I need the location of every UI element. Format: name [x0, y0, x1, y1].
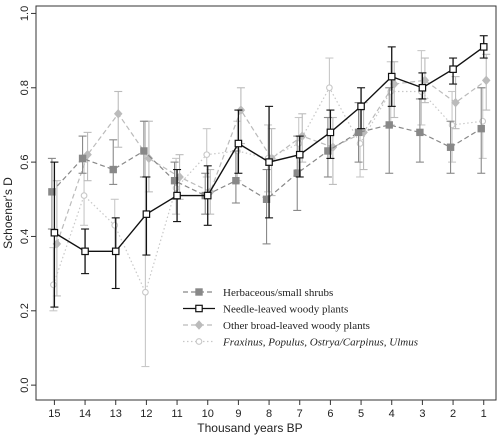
- x-tick-label: 9: [235, 408, 241, 420]
- x-tick-label: 7: [297, 408, 303, 420]
- series-line: [56, 79, 487, 245]
- data-point: [481, 75, 491, 86]
- legend-marker: [195, 304, 203, 313]
- data-point: [113, 109, 123, 119]
- plot-frame: [35, 5, 497, 401]
- data-point: [80, 192, 88, 199]
- series-0: [47, 87, 486, 245]
- data-point: [265, 158, 273, 166]
- x-tick-label: 11: [171, 408, 182, 420]
- x-tick-label: 3: [419, 408, 425, 420]
- x-tick-label: 8: [266, 408, 272, 420]
- data-point: [140, 147, 148, 155]
- data-point: [50, 281, 57, 289]
- data-point: [479, 43, 488, 51]
- x-tick-label: 15: [48, 408, 60, 420]
- data-point: [109, 165, 117, 174]
- legend-label: Fraxinus, Populus, Ostrya/Carpinus, Ulmu…: [222, 337, 418, 349]
- data-point: [416, 128, 424, 137]
- data-point: [48, 188, 56, 196]
- legend-item-0: Herbaceous/small shrubs: [183, 287, 333, 299]
- data-point: [324, 147, 332, 155]
- legend-label-part: Ostrya/Carpinus,: [307, 337, 387, 349]
- data-point: [232, 176, 240, 185]
- x-tick-label: 1: [481, 408, 487, 420]
- legend-item-1: Needle-leaved woody plants: [183, 304, 348, 316]
- data-point: [144, 153, 154, 164]
- y-tick-label: 0.2: [19, 303, 31, 318]
- legend-item-3: Fraxinus, Populus, Ostrya/Carpinus, Ulmu…: [183, 337, 418, 349]
- data-point: [142, 288, 149, 296]
- data-point: [81, 247, 89, 256]
- data-point: [449, 65, 457, 73]
- legend-label: Needle-leaved woody plants: [223, 304, 348, 316]
- legend-item-2: Other broad-leaved woody plants: [183, 320, 370, 332]
- x-axis-label: Thousand years BP: [197, 421, 302, 435]
- y-tick-label: 0.0: [19, 377, 31, 392]
- data-point: [295, 150, 304, 159]
- data-point: [385, 121, 393, 129]
- data-point: [477, 124, 485, 133]
- legend-label-part: Ulmus: [387, 337, 418, 349]
- y-axis-label: Schoener's D: [1, 177, 15, 249]
- data-point: [446, 143, 455, 151]
- data-point: [418, 83, 427, 92]
- data-point: [203, 191, 212, 200]
- data-point: [387, 72, 396, 81]
- x-tick-label: 12: [140, 408, 152, 420]
- data-point: [111, 221, 119, 229]
- legend-label: Other broad-leaved woody plants: [223, 320, 370, 332]
- series-layer: [47, 35, 491, 368]
- data-point: [262, 195, 271, 203]
- data-point: [111, 247, 120, 256]
- data-point: [203, 151, 211, 159]
- x-tick-label: 5: [358, 408, 364, 420]
- data-point: [83, 149, 92, 160]
- x-tick-label: 4: [389, 408, 395, 420]
- legend-marker: [194, 320, 204, 330]
- legend-marker: [195, 288, 203, 296]
- data-point: [170, 176, 179, 185]
- x-tick-label: 6: [327, 408, 333, 420]
- x-tick-label: 2: [450, 408, 456, 420]
- data-point: [50, 228, 59, 237]
- data-point: [234, 139, 243, 148]
- data-point: [357, 102, 365, 111]
- series-line: [52, 86, 483, 294]
- data-point: [326, 128, 335, 137]
- data-point: [173, 191, 181, 200]
- data-point: [451, 97, 460, 108]
- data-point: [326, 84, 333, 92]
- y-tick-label: 0.8: [19, 80, 31, 95]
- data-point: [142, 210, 151, 218]
- y-tick-label: 0.6: [19, 154, 31, 169]
- legend-label: Herbaceous/small shrubs: [223, 287, 333, 299]
- y-axis: 0.0 0.2 0.4 0.6 0.8 1.0: [19, 6, 36, 393]
- data-point: [354, 128, 363, 137]
- data-point: [78, 154, 87, 163]
- x-tick-label: 10: [202, 408, 214, 420]
- x-axis: 15 14 13 12 11 10 9 8 7 6 5 4 3 2 1: [48, 400, 487, 420]
- y-tick-label: 1.0: [19, 6, 31, 21]
- legend-marker: [195, 338, 203, 345]
- legend-label-part: Populus,: [265, 337, 307, 349]
- y-tick-label: 0.4: [19, 229, 31, 244]
- legend-label-part: Fraxinus,: [222, 337, 266, 349]
- x-tick-label: 14: [79, 408, 91, 420]
- series-1: [50, 35, 488, 308]
- x-tick-label: 13: [110, 408, 122, 420]
- legend: Herbaceous/small shrubs Needle-leaved woo…: [183, 287, 418, 349]
- plot-border: [35, 5, 497, 401]
